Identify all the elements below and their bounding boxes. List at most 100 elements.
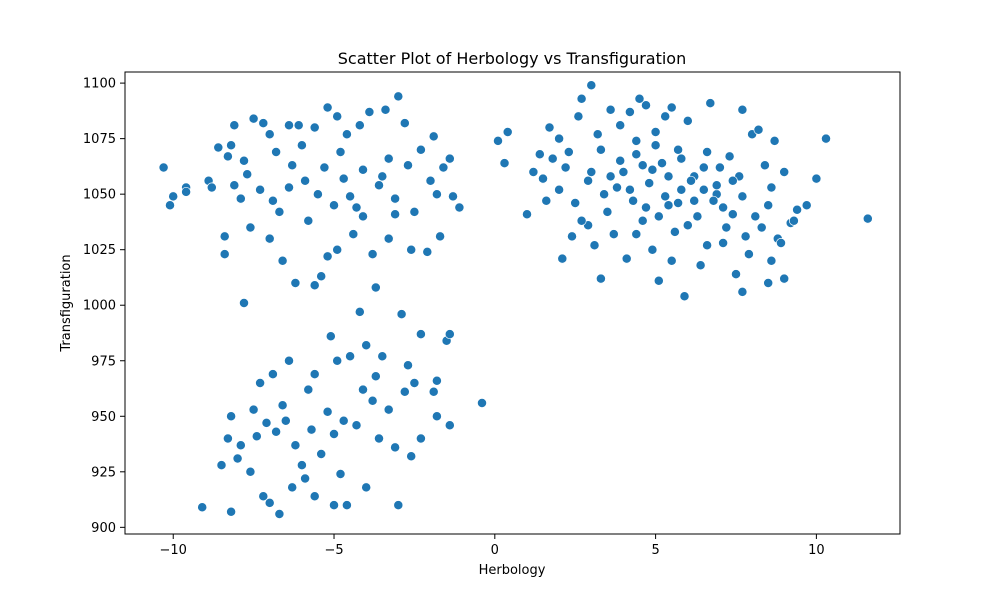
data-point [682, 115, 693, 126]
data-point [586, 167, 597, 177]
data-point [602, 206, 613, 217]
data-point [763, 278, 774, 288]
data-point [647, 164, 658, 175]
data-point [341, 500, 352, 511]
data-point [358, 384, 368, 395]
data-point [718, 202, 729, 213]
data-point [637, 215, 648, 226]
data-point [438, 162, 449, 173]
data-point [650, 140, 661, 151]
data-point [766, 255, 777, 266]
data-point [425, 175, 436, 186]
data-point [666, 102, 677, 113]
data-point [329, 429, 339, 439]
x-tick-label: 0 [491, 543, 499, 558]
data-point [312, 189, 323, 200]
data-point [232, 453, 243, 464]
data-point [361, 340, 372, 351]
y-tick-label: 1025 [83, 243, 116, 258]
data-point [399, 118, 410, 129]
data-point [348, 229, 359, 240]
data-point [637, 160, 648, 171]
data-point [669, 226, 680, 237]
data-point [605, 104, 616, 115]
data-point [769, 135, 780, 146]
data-point [663, 171, 674, 182]
data-point [303, 384, 314, 395]
data-point [679, 291, 690, 302]
data-point [821, 133, 831, 144]
y-tick-label: 950 [91, 410, 116, 425]
data-point [181, 186, 192, 197]
data-point [792, 204, 803, 215]
data-point [325, 331, 336, 342]
data-point [544, 122, 555, 133]
data-point [296, 140, 307, 151]
data-point [316, 449, 327, 459]
data-point [862, 213, 873, 224]
data-point [264, 129, 275, 140]
data-point [235, 193, 246, 204]
x-tick-label: 5 [651, 543, 659, 558]
data-point [650, 127, 661, 137]
data-point [435, 231, 446, 242]
data-point [634, 93, 645, 104]
data-point [258, 491, 269, 502]
data-point [666, 255, 677, 266]
y-tick-label: 900 [91, 521, 116, 536]
data-point [409, 378, 420, 388]
data-point [750, 211, 761, 222]
data-point [383, 404, 394, 415]
data-point [538, 173, 548, 184]
data-point [676, 153, 687, 164]
data-point [406, 244, 417, 255]
data-point [608, 229, 619, 240]
data-point [737, 286, 748, 297]
data-point [364, 107, 375, 117]
data-point [788, 215, 799, 226]
data-point [213, 142, 224, 153]
data-point [743, 249, 754, 260]
data-point [811, 173, 822, 184]
data-point [226, 506, 237, 517]
data-point [168, 191, 179, 202]
data-point [345, 351, 356, 362]
data-point [592, 129, 603, 140]
data-point [444, 329, 455, 340]
data-point [415, 144, 426, 155]
data-point [271, 426, 282, 437]
y-axis-label: Transfiguration [59, 254, 74, 352]
data-point [737, 191, 748, 202]
data-point [676, 184, 687, 195]
x-tick-label: −5 [324, 543, 343, 558]
data-point [615, 155, 626, 166]
data-point [727, 175, 738, 186]
data-point [229, 120, 240, 131]
data-point [216, 460, 227, 471]
data-point [663, 200, 674, 211]
data-point [399, 386, 410, 397]
data-point [727, 209, 738, 220]
data-points [158, 80, 873, 519]
data-point [290, 440, 301, 451]
data-point [390, 193, 401, 204]
data-point [583, 175, 594, 186]
y-tick-label: 1000 [83, 299, 116, 314]
data-point [284, 120, 294, 131]
data-point [158, 162, 169, 173]
data-point [695, 260, 706, 271]
data-point [541, 195, 552, 206]
data-point [370, 282, 381, 293]
data-point [422, 246, 433, 257]
data-point [245, 222, 256, 233]
data-point [653, 211, 664, 222]
data-point [705, 98, 716, 109]
data-point [370, 371, 381, 382]
data-point [431, 375, 442, 386]
x-tick-label: −10 [160, 543, 187, 558]
data-point [322, 102, 333, 113]
data-point [219, 249, 230, 260]
data-point [332, 244, 343, 255]
data-point [641, 202, 651, 213]
data-point [740, 231, 751, 242]
